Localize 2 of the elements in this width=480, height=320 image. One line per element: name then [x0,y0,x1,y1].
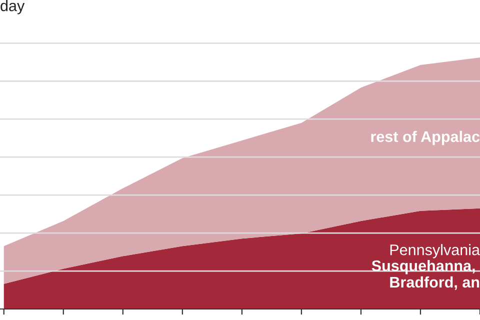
series-label: rest of Appalac [371,130,480,146]
chart-title: day [0,0,25,14]
